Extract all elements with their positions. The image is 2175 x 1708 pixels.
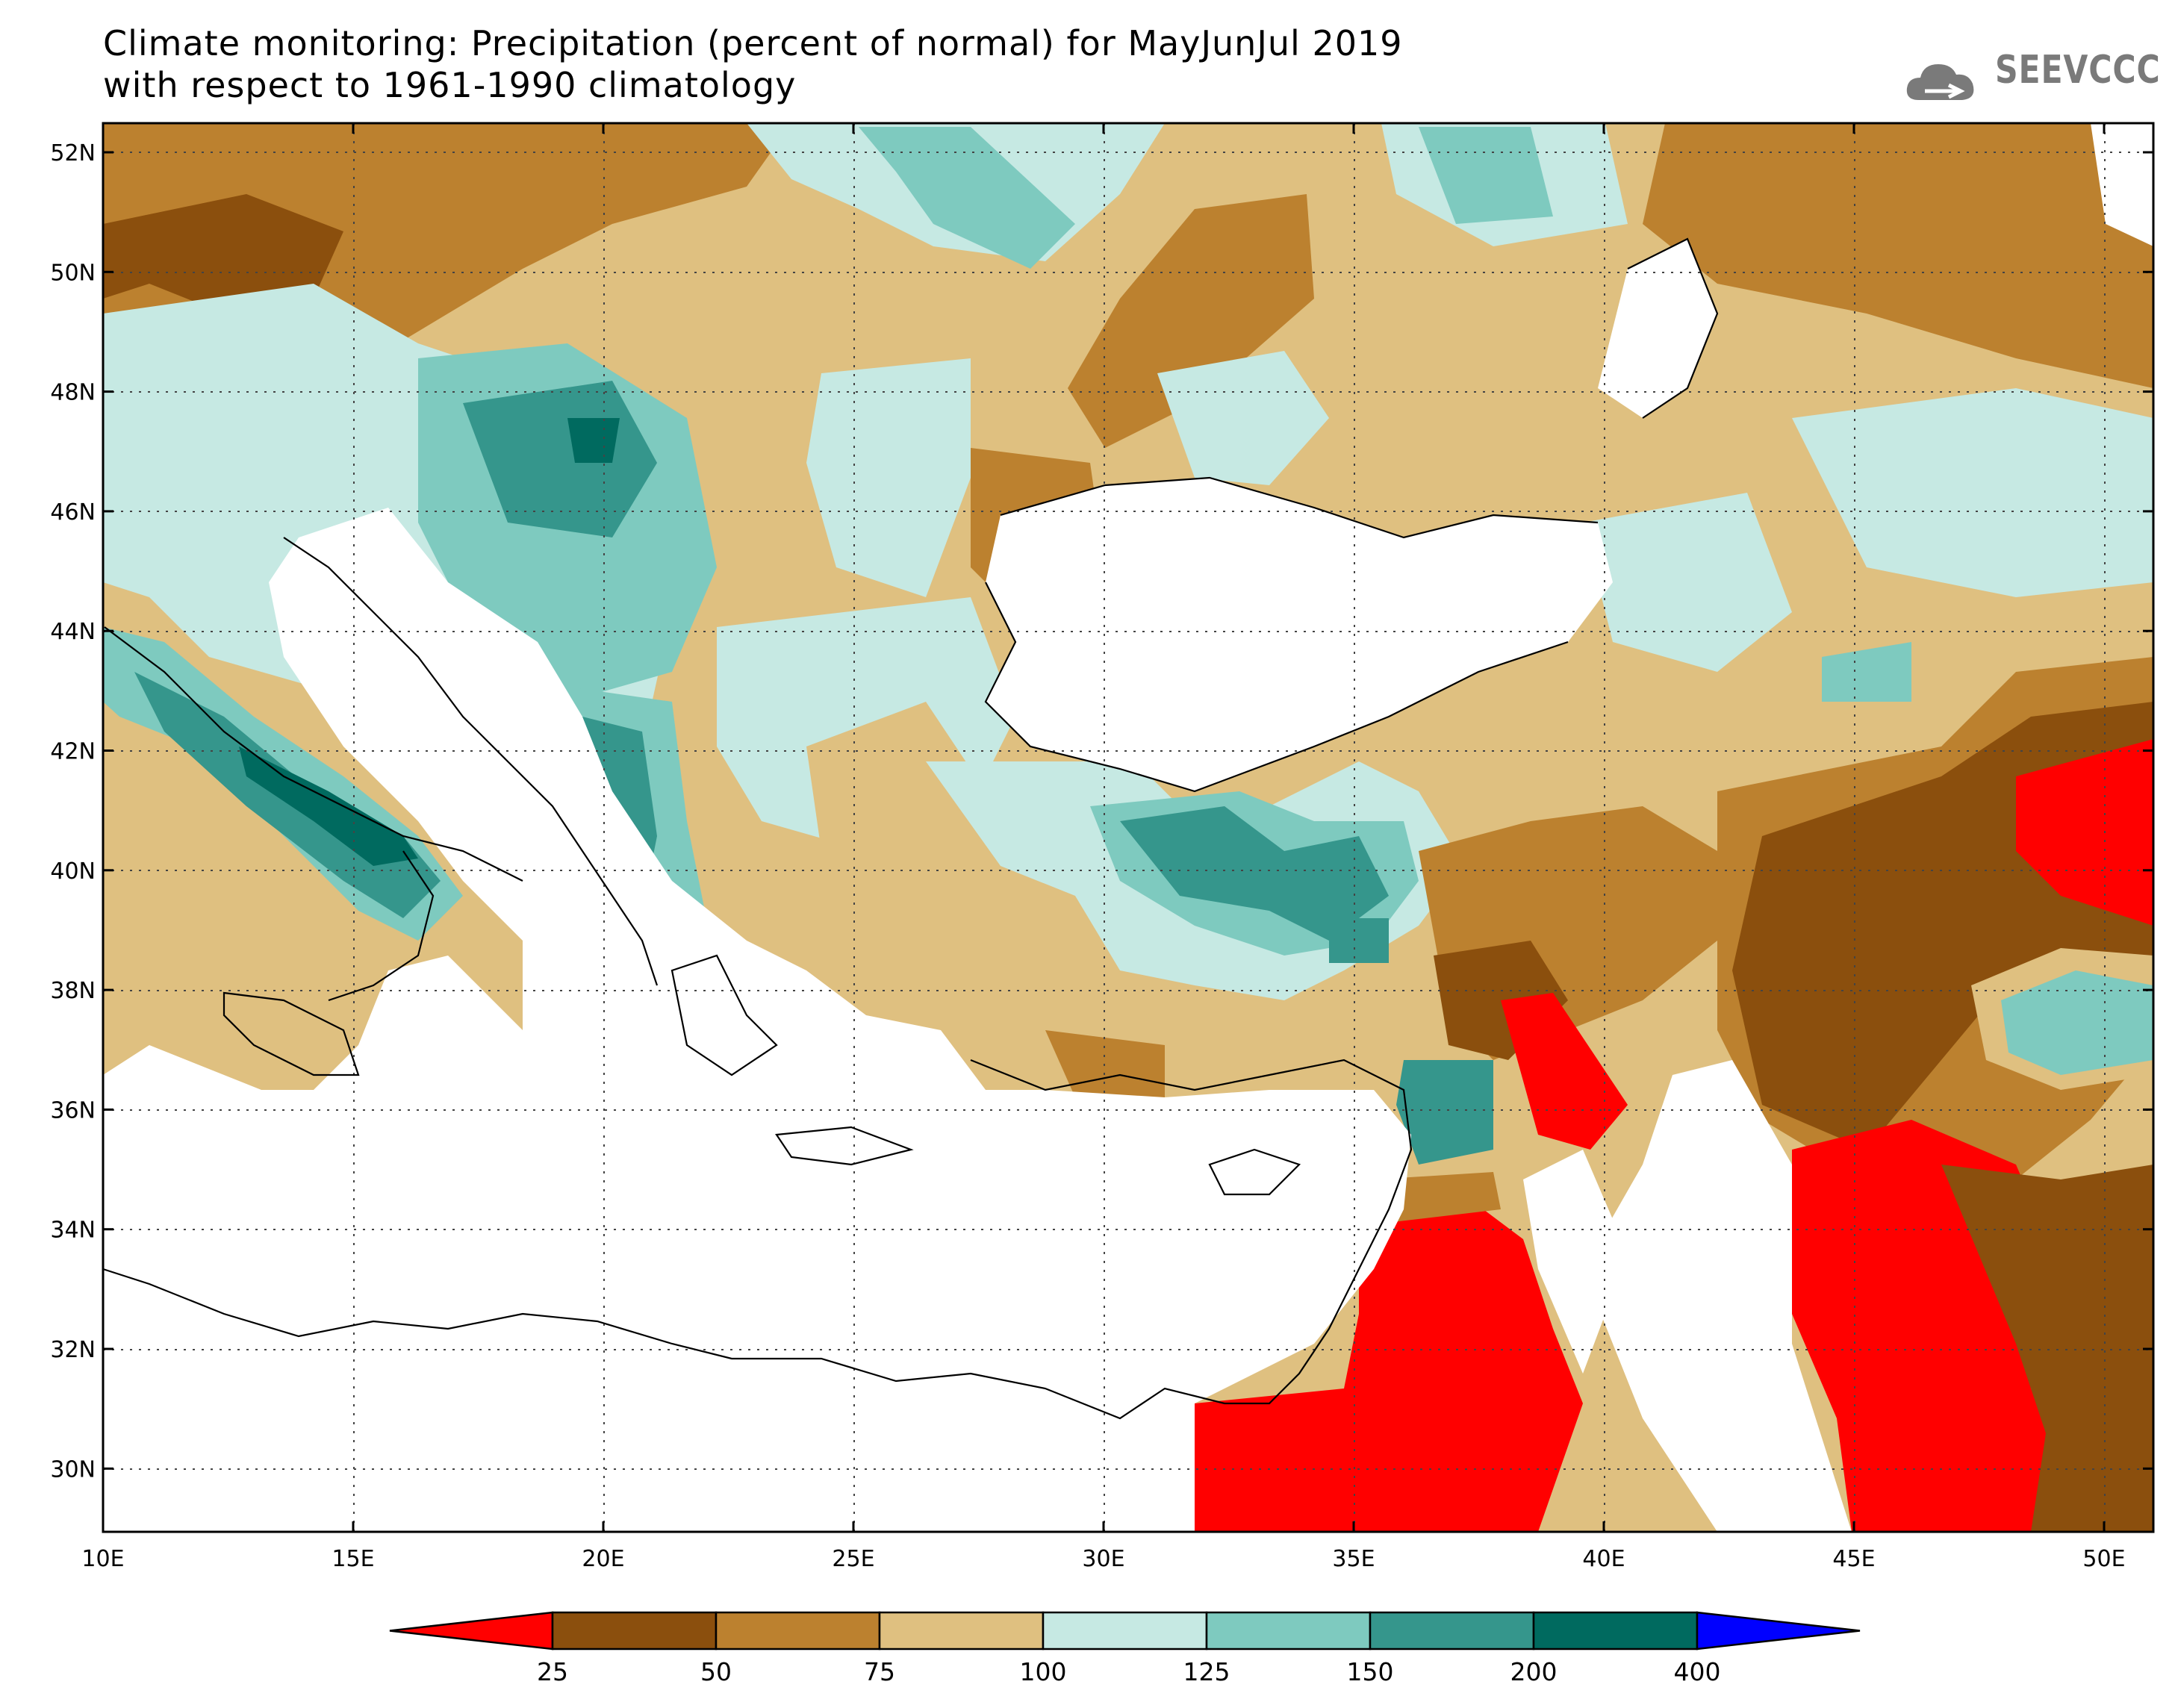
- colorbar-label: 400: [1674, 1657, 1721, 1686]
- lon-label: 40E: [1582, 1546, 1625, 1572]
- colorbar-segment: [1042, 1611, 1208, 1651]
- tick-marks: [102, 123, 2153, 1532]
- lon-label: 50E: [2082, 1546, 2125, 1572]
- lon-label: 35E: [1332, 1546, 1375, 1572]
- coastlines: [103, 237, 1719, 1420]
- colorbar-label: 100: [1020, 1657, 1067, 1686]
- colorbar-segment: [551, 1611, 718, 1651]
- colorbar-label: 50: [700, 1657, 732, 1686]
- lat-label: 38N: [50, 978, 96, 1004]
- lat-label: 40N: [50, 858, 96, 885]
- colorbar-label: 25: [537, 1657, 568, 1686]
- lon-label: 10E: [81, 1546, 124, 1572]
- latitude-labels: 52N 50N 48N 46N 44N 42N 40N 38N 36N 34N 32N 30N: [50, 140, 96, 1483]
- colorbar-segment: [1532, 1611, 1699, 1651]
- logo-text: SEEVCCC: [1995, 48, 2161, 93]
- lat-label: 42N: [50, 739, 96, 765]
- lon-label: 20E: [582, 1546, 624, 1572]
- colorbar-arrow-low: [389, 1611, 554, 1651]
- lon-label: 30E: [1082, 1546, 1124, 1572]
- plot-frame: [102, 122, 2155, 1533]
- colorbar-label: 150: [1347, 1657, 1394, 1686]
- title-line-2: with respect to 1961-1990 climatology: [103, 65, 797, 105]
- precipitation-field: [103, 123, 2153, 1532]
- lon-label: 15E: [332, 1546, 374, 1572]
- lon-label: 45E: [1832, 1546, 1875, 1572]
- colorbar-label: 125: [1183, 1657, 1230, 1686]
- lon-label: 25E: [832, 1546, 874, 1572]
- lat-label: 48N: [50, 380, 96, 406]
- lat-label: 34N: [50, 1218, 96, 1244]
- lat-label: 44N: [50, 619, 96, 645]
- gridlines: [103, 123, 2153, 1532]
- map-title: Climate monitoring: Precipitation (perce…: [103, 22, 1403, 106]
- lat-label: 46N: [50, 499, 96, 526]
- colorbar-segment: [715, 1611, 881, 1651]
- lat-label: 52N: [50, 140, 96, 166]
- colorbar-label: 75: [864, 1657, 895, 1686]
- colorbar-label: 200: [1510, 1657, 1558, 1686]
- colorbar-segment: [1369, 1611, 1535, 1651]
- lat-label: 32N: [50, 1337, 96, 1363]
- title-line-1: Climate monitoring: Precipitation (perce…: [103, 23, 1403, 63]
- lat-label: 30N: [50, 1456, 96, 1483]
- colorbar-segment: [1205, 1611, 1372, 1651]
- colorbar-labels: 25 50 75 100 125 150 200 400: [537, 1657, 1721, 1686]
- colorbar-segment: [878, 1611, 1045, 1651]
- lat-label: 50N: [50, 260, 96, 286]
- longitude-labels: 10E 15E 20E 25E 30E 35E 40E 45E 50E: [81, 1546, 2125, 1572]
- colorbar: [389, 1611, 1861, 1651]
- lat-label: 36N: [50, 1097, 96, 1123]
- cloud-icon: [1906, 64, 1974, 100]
- colorbar-arrow-high: [1696, 1611, 1861, 1651]
